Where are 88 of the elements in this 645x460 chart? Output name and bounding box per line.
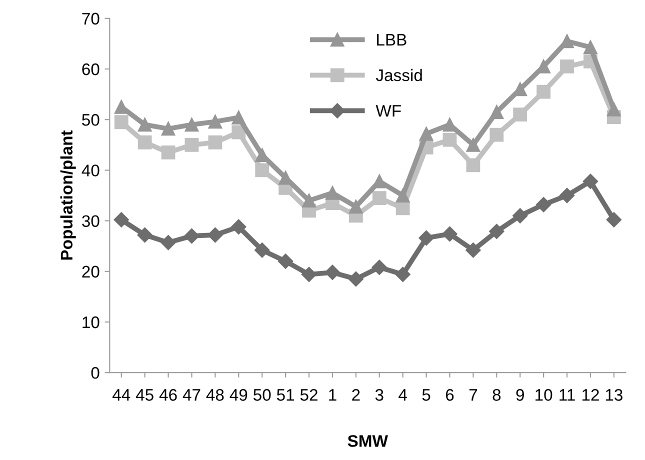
point	[184, 138, 199, 152]
x-tick-label: 52	[300, 389, 318, 401]
point	[161, 122, 176, 136]
x-tick-label: 8	[492, 389, 501, 401]
point	[536, 197, 552, 212]
x-tick-label: 6	[446, 389, 454, 401]
y-tick-label: 0	[91, 367, 100, 379]
point	[418, 230, 434, 246]
point	[114, 115, 128, 130]
point	[302, 194, 316, 208]
point	[466, 158, 480, 172]
point	[372, 191, 386, 205]
legend-label: WF	[376, 105, 401, 117]
point	[606, 102, 621, 116]
point	[466, 138, 480, 152]
point	[301, 266, 317, 282]
point	[606, 212, 622, 228]
point	[490, 128, 504, 142]
point	[138, 118, 152, 132]
point	[326, 186, 340, 200]
x-tick-label: 4	[398, 389, 407, 401]
legend-label: Jassid	[376, 68, 422, 82]
point	[396, 201, 410, 216]
y-tick-label: 30	[82, 215, 100, 228]
x-tick-label: 49	[230, 389, 248, 401]
point	[442, 226, 458, 242]
x-tick-label: 50	[254, 389, 271, 401]
point	[490, 105, 504, 119]
y-tick-label: 20	[82, 266, 100, 278]
point	[466, 242, 481, 258]
point	[513, 108, 528, 122]
point	[184, 228, 200, 244]
x-tick-label: 7	[469, 389, 477, 401]
point	[208, 135, 222, 150]
point	[324, 264, 340, 280]
point	[512, 208, 528, 224]
point	[560, 60, 574, 74]
y-tick-label: 10	[82, 316, 100, 328]
point	[582, 174, 598, 189]
point	[232, 125, 246, 140]
point	[396, 188, 410, 202]
x-tick-label: 1	[329, 389, 336, 401]
point	[208, 114, 222, 129]
x-tick-label: 3	[375, 389, 384, 401]
legend-label: LBB	[377, 34, 406, 46]
point	[278, 254, 294, 269]
point	[161, 146, 176, 160]
point	[137, 227, 152, 243]
point	[489, 224, 504, 239]
point	[208, 227, 223, 243]
x-tick-label: 10	[536, 389, 552, 401]
x-tick-label: 2	[352, 389, 360, 401]
point	[114, 212, 129, 228]
point	[255, 163, 270, 178]
x-tick-label: 9	[516, 389, 524, 401]
point	[348, 271, 364, 287]
y-tick-label: 50	[82, 114, 100, 126]
x-axis-title: SMW	[348, 435, 388, 447]
point	[232, 110, 246, 125]
x-tick-label: 51	[276, 389, 294, 401]
x-tick-label: 46	[159, 389, 177, 401]
point	[160, 234, 176, 250]
x-tick-label: 11	[560, 389, 575, 401]
x-tick-label: 48	[206, 389, 224, 401]
point	[254, 242, 270, 258]
x-tick-label: 5	[422, 389, 430, 401]
point	[138, 135, 152, 150]
x-tick-label: 45	[136, 389, 154, 401]
point	[560, 34, 574, 48]
y-tick-label: 60	[82, 63, 100, 76]
point	[442, 132, 457, 147]
point	[231, 219, 246, 234]
point	[114, 100, 128, 114]
point	[584, 40, 598, 54]
point	[372, 260, 387, 275]
y-tick-label: 70	[82, 12, 100, 25]
point	[348, 200, 363, 214]
y-axis-title: Population/plant	[60, 130, 76, 260]
point	[184, 118, 199, 132]
point	[559, 188, 575, 204]
point	[395, 266, 410, 282]
x-tick-label: 44	[112, 389, 130, 401]
x-tick-label: 13	[606, 389, 622, 401]
x-tick-label: 12	[582, 389, 599, 401]
y-tick-label: 40	[82, 164, 100, 176]
point	[536, 84, 551, 99]
point	[419, 126, 434, 141]
x-tick-label: 47	[182, 389, 200, 401]
